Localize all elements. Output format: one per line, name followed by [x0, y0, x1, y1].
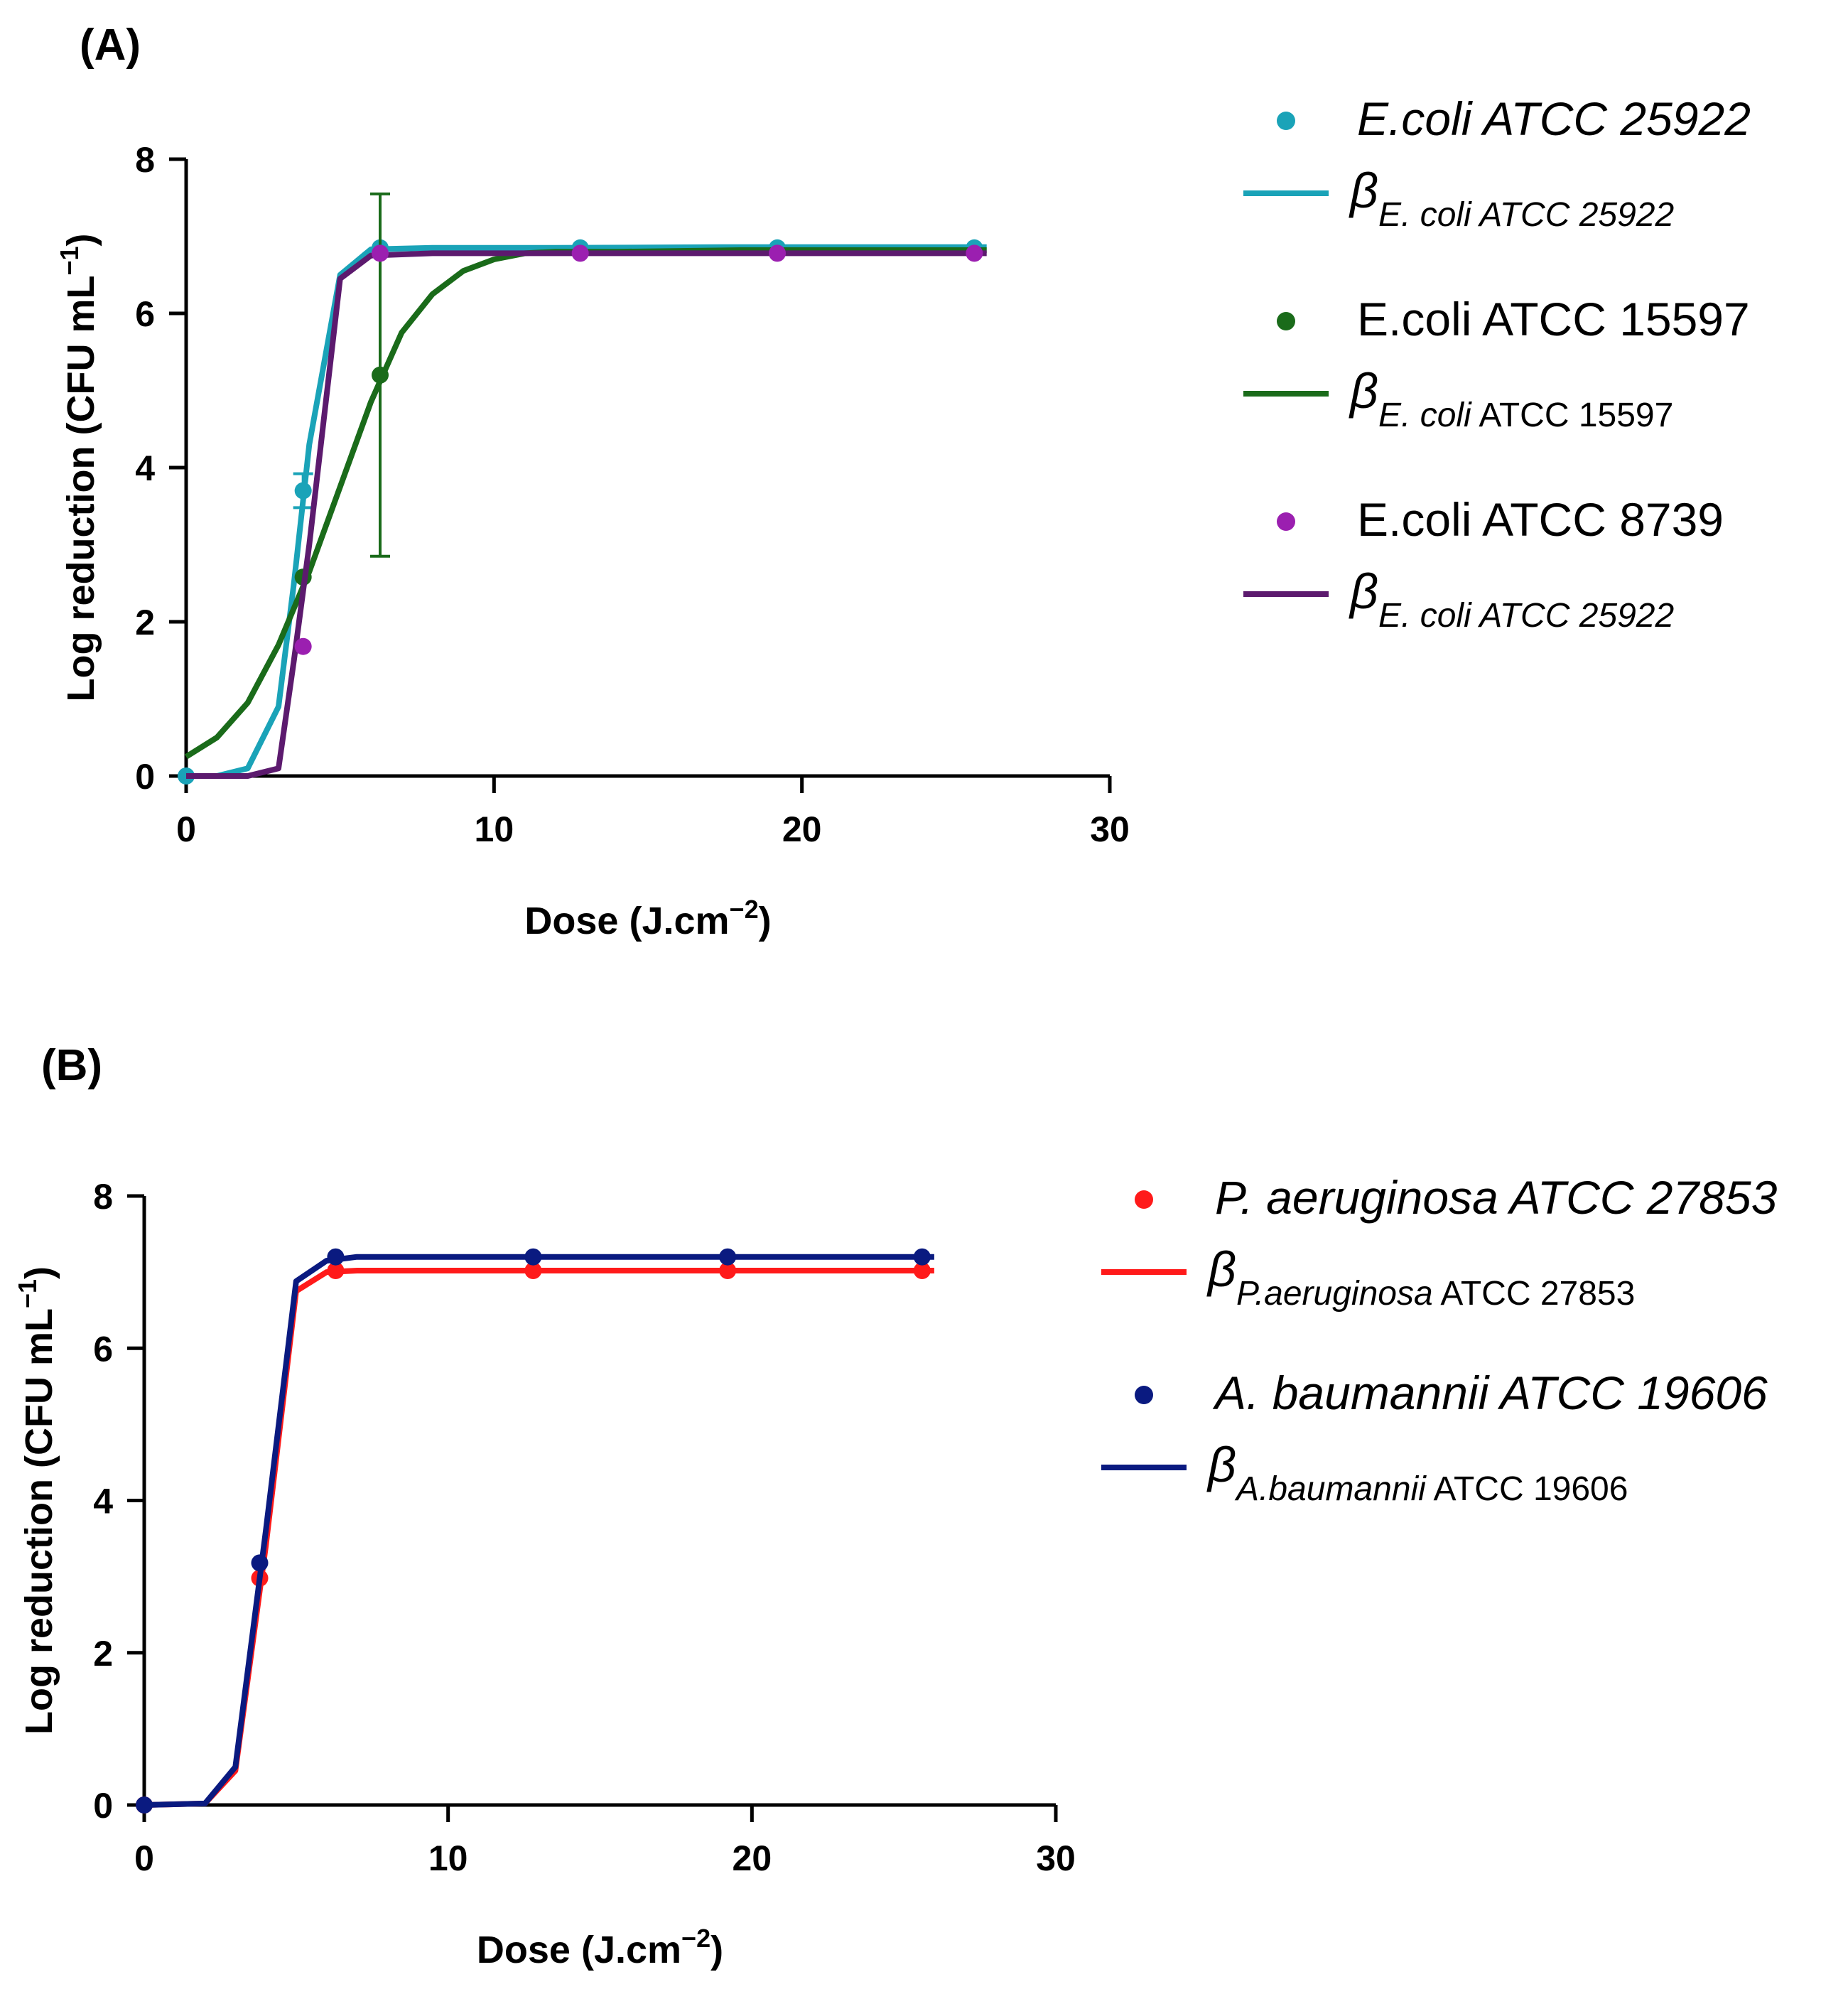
y-tick-label: 4 [135, 448, 155, 488]
x-tick-label: 10 [428, 1838, 468, 1878]
data-point [524, 1261, 542, 1279]
fit-line [186, 244, 987, 779]
data-point [294, 482, 312, 500]
y-tick-label: 6 [93, 1329, 113, 1369]
chart-panel-1: (A) 0 10 20 30 0 2 4 6 8 Dose (J.cm−2) Log reductio… [55, 21, 1751, 942]
data-point [327, 1261, 345, 1279]
fit-line [144, 1254, 934, 1808]
data-point [524, 1248, 542, 1266]
legend-entry-2: E.coli ATCC 15597 βE. coli ATCC 15597 [1243, 293, 1750, 434]
legend-entry-1: E.coli ATCC 25922 βE. coli ATCC 25922 [1243, 92, 1751, 234]
legend-entry-3: E.coli ATCC 8739 βE. coli ATCC 25922 [1243, 493, 1724, 635]
data-point [251, 1554, 269, 1572]
x-tick-label: 20 [733, 1838, 772, 1878]
y-tick-label: 0 [135, 757, 155, 797]
data-point [913, 1261, 931, 1279]
y-axis-title: Log reduction (CFU mL−1) [55, 234, 102, 702]
series-3 [186, 244, 987, 779]
x-tick-label: 20 [782, 809, 822, 849]
legend-entry-1: P. aeruginosa ATCC 27853 βP.aeruginosa AT… [1101, 1171, 1778, 1313]
x-tick-label: 30 [1036, 1838, 1076, 1878]
legend-marker [1277, 512, 1295, 531]
legend-fit-label: βE. coli ATCC 25922 [1349, 163, 1674, 234]
panel-label: (A) [80, 21, 141, 70]
x-tick-label: 10 [475, 809, 514, 849]
y-tick-label: 8 [135, 140, 155, 180]
x-tick-label: 0 [134, 1838, 154, 1878]
y-tick-label: 0 [93, 1786, 113, 1826]
series-1 [136, 1261, 934, 1814]
legend-entry-2: A. baumannii ATCC 19606 βA.baumannii ATCC… [1101, 1367, 1768, 1508]
legend-series-name: E.coli ATCC 25922 [1357, 92, 1751, 145]
data-point [769, 244, 786, 262]
chart-panel-2: (B) 0 10 20 30 0 2 4 6 8 Dose (J.cm−2) Log reductio… [13, 1041, 1778, 1971]
legend-marker [1135, 1190, 1153, 1209]
legend-series-name: P. aeruginosa ATCC 27853 [1215, 1171, 1778, 1224]
y-tick-label: 8 [93, 1177, 113, 1217]
legend-series-name: A. baumannii ATCC 19606 [1212, 1367, 1768, 1419]
legend-marker [1135, 1386, 1153, 1404]
panel-label: (B) [41, 1041, 102, 1090]
legend-fit-label: βE. coli ATCC 15597 [1349, 363, 1673, 434]
data-point [966, 244, 983, 262]
legend-marker [1277, 112, 1295, 130]
legend-series-name: E.coli ATCC 8739 [1357, 493, 1724, 546]
fit-line [184, 247, 987, 760]
series-2 [136, 1248, 934, 1814]
data-point [327, 1248, 345, 1266]
data-point [719, 1248, 737, 1266]
data-point [372, 366, 389, 384]
x-axis-title: Dose (J.cm−2) [524, 895, 771, 942]
data-point [136, 1796, 153, 1814]
y-tick-label: 2 [93, 1634, 113, 1674]
y-tick-label: 6 [135, 294, 155, 334]
y-tick-label: 4 [93, 1482, 113, 1521]
legend-series-name: E.coli ATCC 15597 [1357, 293, 1750, 345]
series-1 [178, 239, 987, 785]
x-tick-label: 30 [1090, 809, 1130, 849]
y-axis-title: Log reduction (CFU mL−1) [13, 1266, 60, 1735]
legend-fit-label: βE. coli ATCC 25922 [1349, 564, 1674, 635]
legend-fit-label: βA.baumannii ATCC 19606 [1206, 1437, 1628, 1508]
legend-marker [1277, 312, 1295, 330]
legend-fit-label: βP.aeruginosa ATCC 27853 [1206, 1241, 1635, 1313]
data-point [913, 1248, 931, 1266]
data-point [294, 637, 312, 655]
y-tick-label: 2 [135, 603, 155, 642]
x-axis-title: Dose (J.cm−2) [477, 1924, 723, 1971]
fit-line [186, 250, 987, 779]
data-point [571, 244, 589, 262]
data-point [719, 1261, 737, 1279]
x-tick-label: 0 [176, 809, 196, 849]
data-point [372, 244, 389, 262]
